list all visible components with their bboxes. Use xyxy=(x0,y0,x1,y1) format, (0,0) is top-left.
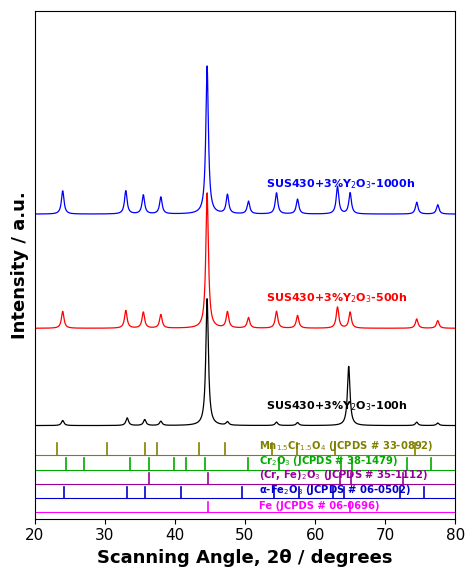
Text: SUS430+3%Y$_2$O$_3$-100h: SUS430+3%Y$_2$O$_3$-100h xyxy=(266,399,407,413)
Text: (Cr, Fe)$_2$O$_3$ (JCPDS # 35-1112): (Cr, Fe)$_2$O$_3$ (JCPDS # 35-1112) xyxy=(259,468,428,482)
Text: Fe (JCPDS # 06-0696): Fe (JCPDS # 06-0696) xyxy=(259,501,379,510)
X-axis label: Scanning Angle, 2θ / degrees: Scanning Angle, 2θ / degrees xyxy=(97,549,393,567)
Text: Mn$_{1.5}$Cr$_{1.5}$O$_4$ (JCPDS # 33-0892): Mn$_{1.5}$Cr$_{1.5}$O$_4$ (JCPDS # 33-08… xyxy=(259,439,434,454)
Y-axis label: Intensity / a.u.: Intensity / a.u. xyxy=(11,191,29,339)
Text: SUS430+3%Y$_2$O$_3$-500h: SUS430+3%Y$_2$O$_3$-500h xyxy=(266,291,407,305)
Text: Cr$_2$O$_3$ (JCPDS # 38-1479): Cr$_2$O$_3$ (JCPDS # 38-1479) xyxy=(259,454,398,468)
Text: SUS430+3%Y$_2$O$_3$-1000h: SUS430+3%Y$_2$O$_3$-1000h xyxy=(266,177,416,191)
Text: α-Fe$_2$O$_3$ (JCPDS # 06-0502): α-Fe$_2$O$_3$ (JCPDS # 06-0502) xyxy=(259,483,411,497)
